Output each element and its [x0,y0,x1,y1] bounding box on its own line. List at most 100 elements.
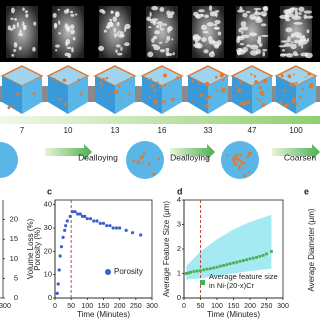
micrograph-blob [172,51,175,56]
point [55,291,59,295]
point [265,252,268,256]
micrograph-blob [115,44,121,48]
x-tick-label: 150 [98,303,110,310]
micrograph-blob [301,43,304,49]
micrograph-blob [253,11,261,16]
point [63,228,67,232]
micrograph-blob [202,30,209,34]
cube-ligament [291,104,294,107]
micrograph-blob [263,5,269,12]
micrograph-blob [240,34,250,39]
cube-left [95,76,115,114]
micrograph-blob [255,9,258,14]
micrograph-blob [22,7,25,11]
cube-ligament [307,72,311,76]
time-label: 33 [204,126,213,135]
x-tick-label: 200 [114,303,126,310]
particle-ligament [248,151,252,156]
micrograph-blob [217,31,222,36]
micrograph-blob [33,21,37,26]
x-axis-label: Time (Minutes) [77,310,130,319]
cube-right [22,76,42,114]
micrograph-blob [214,26,220,30]
micrograph-blob [119,34,125,37]
micrograph-blob [112,16,118,22]
micrograph-blob [123,42,130,47]
cube-ligament [242,102,247,106]
x-tick-label: 100 [81,303,93,310]
micrograph-blob [298,12,302,15]
point [80,214,85,218]
particle-ligament [147,162,151,166]
cube-ligament [293,73,295,76]
cube-ligament [309,83,314,88]
point [95,219,99,223]
micrograph-blob [208,39,216,45]
micrograph-blob [292,32,302,38]
micrograph-blob [120,46,123,51]
cube-ligament [153,99,158,104]
micrograph-blob [159,6,165,12]
point [199,269,202,272]
point [58,254,62,258]
particle-ligament [241,161,245,165]
micrograph-blob [238,28,242,33]
cube-ligament [287,74,292,78]
point [248,257,252,261]
micrograph-blob [307,37,310,42]
micrograph-blob [154,30,161,35]
point [215,265,219,269]
micrograph-blob [171,38,174,41]
micrograph-blob [201,37,207,43]
point [108,224,112,228]
x-tick-label: 300 [0,303,11,310]
cube-ligament [117,85,121,88]
x-tick-label: 100 [211,303,223,310]
micrograph-blob [284,14,290,21]
micrograph-blob [166,35,171,42]
cube-ligament [278,100,283,105]
point [65,219,69,223]
y-tick-label: 3 [177,219,181,228]
panel-e-y-label: Average Diameter (μm) [307,208,316,291]
micrograph-blob [74,13,78,16]
cube-ligament [148,96,151,99]
cube-ligament [206,82,209,85]
micrograph-blob [280,40,290,43]
micrograph-blob [107,22,114,28]
micrograph-blob [124,26,127,32]
y-axis-label: Porosity (%) [33,227,42,271]
particle-ligament [132,159,136,163]
point [105,224,109,228]
cube-ligament [237,88,242,93]
cube-ligament [163,83,167,87]
cube-ligament [240,101,243,104]
micrograph-blob [24,10,28,14]
cube-ligament [79,92,83,96]
cube-ligament [13,105,16,108]
micrograph-blob [243,50,246,54]
point [92,219,96,223]
micrograph-blob [102,10,106,15]
cube-ligament [150,83,155,88]
particle [126,141,164,179]
cube-ligament [207,95,212,99]
micrograph-blob [55,44,60,48]
micrograph-blob [246,44,252,48]
particle-ligament [239,160,243,164]
cube-ligament [102,77,105,81]
micrograph-blob [200,13,204,18]
point [61,235,65,239]
cube-ligament [219,73,224,78]
micrograph-blob [65,26,71,32]
micrograph-blob [283,9,292,14]
micrograph-blob [149,21,157,24]
panel-label: d [177,186,183,196]
cube-ligament [108,94,110,96]
cube-ligament [32,92,36,96]
cube-ligament [153,89,157,92]
y-tick-label: 20 [44,246,52,255]
cube-left [142,76,162,114]
cube-ligament [159,85,162,88]
micrograph-blob [58,32,62,35]
